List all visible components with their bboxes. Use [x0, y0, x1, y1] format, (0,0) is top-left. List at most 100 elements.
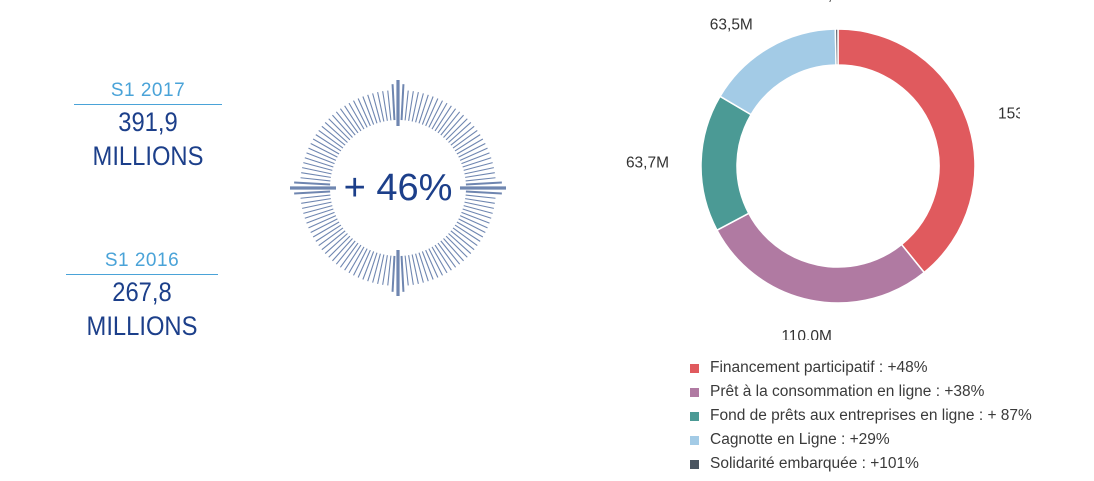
- burst-ray: [315, 224, 342, 242]
- burst-ray: [443, 114, 464, 138]
- legend-swatch: [690, 363, 699, 373]
- burst-ray: [445, 235, 468, 258]
- burst-ray: [301, 198, 331, 204]
- burst-ray: [357, 249, 371, 278]
- burst-ray: [324, 122, 348, 143]
- donut-data-label: 63,7M: [626, 154, 669, 171]
- burst-ray: [303, 205, 333, 214]
- period-label: S1 2016: [66, 250, 218, 275]
- burst-ray: [464, 201, 494, 209]
- burst-ray: [464, 167, 494, 175]
- donut-data-label: 1,2M: [819, 0, 853, 4]
- burst-ray: [415, 253, 424, 283]
- burst-ray: [463, 162, 493, 171]
- burst-ray: [456, 138, 484, 155]
- burst-ray: [434, 105, 452, 132]
- burst-ray: [353, 248, 368, 276]
- burst-ray: [302, 201, 332, 209]
- period-value: 267,8: [112, 277, 172, 307]
- burst-ray: [367, 252, 378, 282]
- burst-ray: [321, 125, 346, 146]
- burst-ray: [294, 190, 331, 195]
- legend-swatch: [690, 435, 699, 445]
- burst-ray: [454, 224, 481, 242]
- burst-ray: [328, 235, 351, 258]
- burst-ray: [465, 177, 496, 182]
- burst-ray: [348, 246, 365, 274]
- legend-item: Fond de prêts aux entreprises en ligne :…: [690, 404, 1032, 428]
- burst-ray: [434, 244, 452, 271]
- burst-ray: [450, 230, 475, 251]
- burst-ray: [335, 111, 356, 136]
- burst-ray: [463, 205, 493, 214]
- legend-item: Prêt à la consommation en ligne : +38%: [690, 380, 1032, 404]
- burst-ray: [445, 118, 468, 141]
- burst-ray: [428, 248, 443, 276]
- burst-ray: [304, 157, 334, 168]
- period-s1-2016: S1 2016 267,8 MILLIONS: [66, 250, 218, 343]
- burst-ray: [328, 118, 351, 141]
- burst-ray: [425, 249, 439, 278]
- legend-label: Fond de prêts aux entreprises en ligne :…: [710, 407, 1032, 424]
- burst-ray: [415, 93, 424, 123]
- burst-ray: [301, 172, 331, 178]
- burst-ray: [335, 240, 356, 265]
- burst-ray: [437, 108, 457, 134]
- burst-ray: [308, 147, 337, 161]
- burst-ray: [300, 194, 331, 199]
- burst-ray: [372, 253, 381, 283]
- burst-ray: [372, 93, 381, 123]
- burst-ray: [318, 227, 344, 247]
- burst-ray: [357, 98, 371, 127]
- burst-ray: [425, 98, 439, 127]
- donut-slice: [700, 95, 753, 232]
- period-value: 391,9: [118, 107, 178, 137]
- growth-burst: + 46%: [290, 80, 506, 296]
- legend-label: Solidarité embarquée : +101%: [710, 455, 919, 472]
- burst-ray: [382, 91, 388, 121]
- donut-data-label: 153,5M: [998, 106, 1020, 123]
- burst-ray: [387, 255, 392, 286]
- donut-labels: 153,5M 110,0M 63,7M 63,5M 1,2M: [626, 0, 1020, 340]
- donut-data-label: 63,5M: [710, 16, 753, 33]
- period-unit: MILLIONS: [86, 311, 198, 341]
- burst-ray: [400, 255, 405, 292]
- burst-ray: [377, 254, 385, 284]
- burst-ray: [332, 114, 353, 138]
- burst-ray: [465, 190, 502, 195]
- burst-ray: [315, 134, 342, 152]
- legend-swatch: [690, 387, 699, 397]
- burst-ray: [443, 238, 464, 262]
- burst-ray: [404, 90, 409, 121]
- burst-ray: [308, 215, 337, 229]
- burst-ray: [312, 221, 340, 238]
- burst-ray: [465, 181, 502, 186]
- burst-ray: [461, 211, 490, 224]
- donut-slice: [719, 28, 837, 116]
- burst-ray: [465, 198, 495, 204]
- burst-ray: [321, 230, 346, 251]
- burst-ray: [306, 152, 335, 165]
- burst-ray: [418, 94, 429, 124]
- legend-label: Financement participatif : +48%: [710, 359, 928, 376]
- burst-ray: [310, 143, 338, 158]
- donut-slices: [700, 28, 976, 304]
- legend-swatch: [690, 459, 699, 469]
- burst-ray: [339, 242, 359, 268]
- donut-slice: [837, 28, 976, 274]
- burst-ray: [448, 233, 472, 254]
- burst-ray: [353, 100, 368, 128]
- donut-slice: [834, 28, 839, 66]
- burst-ray: [404, 255, 409, 286]
- period-label: S1 2017: [74, 80, 222, 105]
- burst-ray: [387, 90, 392, 121]
- burst-ray: [348, 102, 365, 130]
- legend-label: Prêt à la consommation en ligne : +38%: [710, 383, 985, 400]
- burst-ray: [344, 244, 362, 271]
- legend-swatch: [690, 411, 699, 421]
- burst-ray: [456, 221, 484, 238]
- burst-ray: [459, 147, 488, 161]
- burst-ray: [421, 96, 434, 125]
- burst-ray: [440, 111, 461, 136]
- legend-item: Solidarité embarquée : +101%: [690, 452, 1032, 476]
